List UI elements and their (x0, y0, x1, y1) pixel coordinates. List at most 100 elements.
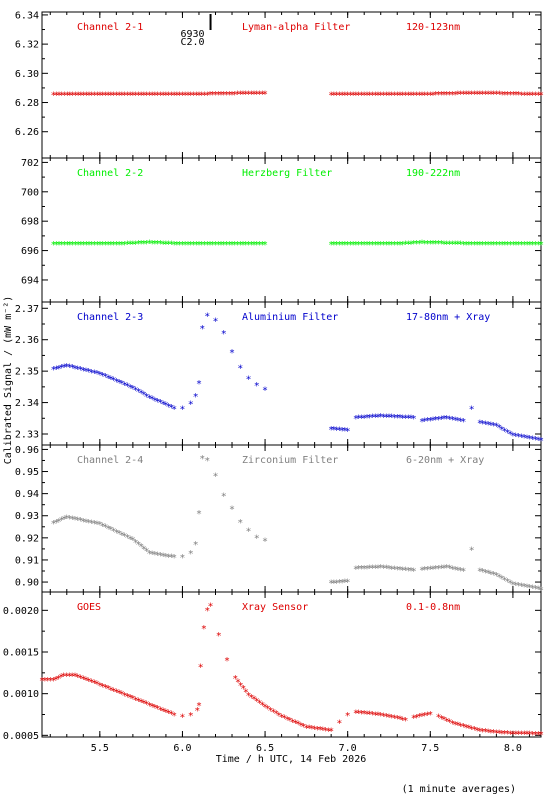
data-point: * (400, 413, 406, 424)
data-point: * (513, 432, 519, 443)
data-point: * (485, 240, 491, 251)
data-point: * (238, 681, 244, 692)
panel-2: 694 696 698 700 702 Channel 2-2 Herzberg Filte… (21, 157, 542, 303)
data-point: * (309, 724, 315, 735)
data-point: * (383, 564, 389, 575)
data-point: * (422, 90, 428, 101)
data-point: * (345, 240, 351, 251)
data-point: * (226, 90, 232, 101)
data-point: * (246, 375, 252, 386)
y-tick-label: 0.92 (15, 533, 39, 544)
data-point: * (380, 711, 386, 722)
data-point: * (378, 91, 384, 102)
data-point: * (372, 710, 378, 721)
data-point: * (163, 401, 169, 412)
data-point: * (80, 675, 86, 686)
data-point: * (105, 524, 111, 535)
data-point: * (474, 89, 480, 100)
data-point: * (113, 528, 119, 539)
data-point: * (499, 240, 505, 251)
data-point: * (449, 415, 455, 426)
data-point: * (402, 91, 408, 102)
data-point: * (375, 240, 381, 251)
data-point: * (210, 240, 216, 251)
y-tick-label: 6.26 (15, 127, 39, 138)
data-point: * (83, 517, 89, 528)
data-point: * (113, 377, 119, 388)
data-point: * (530, 584, 536, 595)
y-tick-label: 0.0015 (3, 648, 39, 659)
data-point: * (339, 426, 345, 437)
data-point: * (367, 240, 373, 251)
data-point: * (356, 240, 362, 251)
data-point: * (89, 368, 95, 379)
data-point: * (380, 240, 386, 251)
data-point: * (458, 240, 464, 251)
data-point: * (257, 89, 263, 100)
data-point: * (102, 523, 108, 534)
data-point: * (452, 415, 458, 426)
data-point: * (477, 89, 483, 100)
data-point: * (485, 89, 491, 100)
data-point: * (452, 90, 458, 101)
data-point: * (521, 433, 527, 444)
data-point: * (331, 425, 337, 436)
data-point: * (113, 91, 119, 102)
data-point: * (42, 676, 48, 687)
data-point: * (171, 404, 177, 415)
data-point: * (111, 686, 117, 697)
data-point: * (201, 90, 207, 101)
data-point: * (94, 520, 100, 531)
data-point: * (518, 432, 524, 443)
data-point: * (56, 517, 62, 528)
data-point: * (449, 90, 455, 101)
data-point: * (223, 240, 229, 251)
data-point: * (166, 402, 172, 413)
data-point: * (105, 684, 111, 695)
data-point: * (116, 91, 122, 102)
x-tick-label: 7.5 (421, 743, 439, 754)
data-point: * (254, 697, 260, 708)
data-point: * (510, 580, 516, 591)
data-point: * (367, 710, 373, 721)
data-point: * (507, 578, 513, 589)
data-point: * (97, 681, 103, 692)
data-point: * (182, 240, 188, 251)
data-point: * (372, 91, 378, 102)
data-point: * (430, 90, 436, 101)
data-point: * (210, 90, 216, 101)
data-point: * (216, 631, 222, 642)
data-point: * (328, 579, 334, 590)
data-point: * (312, 724, 318, 735)
data-point: * (111, 240, 117, 251)
data-point: * (152, 550, 158, 561)
data-point: * (510, 729, 516, 740)
data-point: * (499, 90, 505, 101)
data-point: * (372, 563, 378, 574)
panel-label: 0.1-0.8nm (406, 602, 460, 613)
data-point: * (163, 708, 169, 719)
data-point: * (179, 713, 185, 724)
data-point: * (438, 714, 444, 725)
data-point: * (444, 90, 450, 101)
data-point: * (306, 724, 312, 735)
panel-5: 0.0005 0.0010 0.0015 0.0020 GOES Xray Sensor 0… (3, 591, 542, 742)
data-point: * (438, 90, 444, 101)
data-point: * (193, 392, 199, 403)
data-point: * (135, 239, 141, 250)
data-point: * (75, 240, 81, 251)
data-point: * (179, 553, 185, 564)
data-point: * (494, 240, 500, 251)
data-point: * (259, 89, 265, 100)
data-point: * (89, 678, 95, 689)
data-point: * (58, 673, 64, 684)
data-point: * (535, 240, 541, 251)
data-point: * (53, 518, 59, 529)
data-point: * (146, 701, 152, 712)
data-point: * (480, 89, 486, 100)
data-point: * (196, 379, 202, 390)
y-tick-label: 700 (21, 187, 39, 198)
data-point: * (505, 240, 511, 251)
data-point: * (135, 91, 141, 102)
data-point: * (152, 91, 158, 102)
